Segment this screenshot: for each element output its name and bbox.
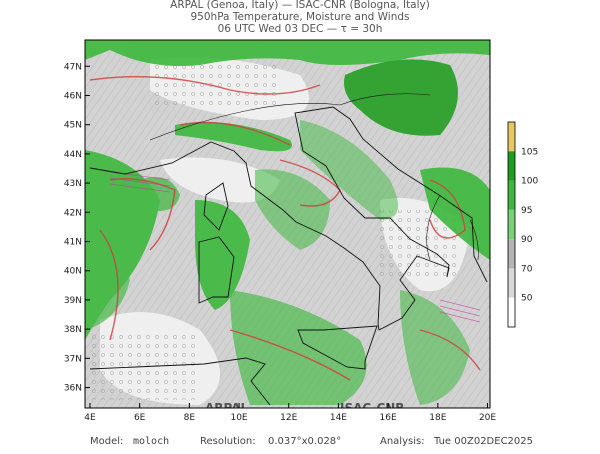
x-tick-label: 8E bbox=[184, 413, 196, 423]
y-tick-label: 46N bbox=[64, 91, 82, 101]
colorbar-swatch bbox=[508, 151, 515, 181]
y-tick-label: 38N bbox=[64, 325, 82, 335]
colorbar-label: 50 bbox=[521, 294, 533, 304]
resolution-label: Resolution: bbox=[200, 436, 256, 447]
watermark: ISAC-CNR bbox=[340, 401, 405, 415]
x-tick-label: 18E bbox=[429, 413, 446, 423]
colorbar-frame bbox=[507, 121, 516, 328]
y-tick-label: 40N bbox=[64, 267, 82, 277]
watermark: ARPAL bbox=[205, 401, 249, 415]
colorbar-label: 70 bbox=[521, 264, 533, 274]
model: moloch bbox=[133, 436, 169, 447]
analysis: Tue 00Z02DEC2025 bbox=[433, 436, 533, 447]
model-label: Model: bbox=[90, 436, 123, 447]
y-tick-label: 45N bbox=[64, 121, 82, 131]
x-tick-label: 14E bbox=[330, 413, 347, 423]
x-tick-label: 12E bbox=[280, 413, 297, 423]
x-tick-label: 6E bbox=[134, 413, 146, 423]
axes: 4E 6E 8E 10E 12E 14E 16E 18E 20E 36N 37N 38N 39N 40N 4… bbox=[64, 62, 497, 423]
y-tick-label: 44N bbox=[64, 150, 82, 160]
colorbar-swatch bbox=[508, 297, 515, 327]
colorbar: 105 100 95 90 70 50 bbox=[507, 121, 538, 328]
y-tick-label: 36N bbox=[64, 384, 82, 394]
header-line: 950hPa Temperature, Moisture and Winds bbox=[191, 11, 410, 23]
resolution: 0.037°x0.028° bbox=[268, 436, 341, 447]
colorbar-swatch bbox=[508, 122, 515, 152]
colorbar-swatch bbox=[508, 209, 515, 240]
y-tick-label: 42N bbox=[64, 208, 82, 218]
x-tick-label: 20E bbox=[479, 413, 496, 423]
map-frame bbox=[84, 39, 491, 409]
colorbar-swatch bbox=[508, 239, 515, 269]
colorbar-label: 90 bbox=[521, 235, 533, 245]
y-tick-label: 37N bbox=[64, 354, 82, 364]
colorbar-swatch bbox=[508, 268, 515, 298]
map-field: ARPAL ISAC-CNR bbox=[85, 40, 490, 415]
colorbar-label: 95 bbox=[521, 206, 532, 216]
header-line: ARPAL (Genoa, Italy) — ISAC-CNR (Bologna… bbox=[170, 0, 430, 11]
y-tick-label: 41N bbox=[64, 238, 82, 248]
y-tick-label: 39N bbox=[64, 296, 82, 306]
header-line: 06 UTC Wed 03 DEC — τ = 30h bbox=[218, 23, 383, 35]
colorbar-label: 100 bbox=[521, 177, 538, 187]
x-tick-label: 16E bbox=[380, 413, 397, 423]
colorbar-swatch bbox=[508, 180, 515, 210]
y-tick-label: 47N bbox=[64, 62, 82, 72]
x-tick-label: 10E bbox=[230, 413, 247, 423]
analysis-label: Analysis: bbox=[380, 436, 425, 447]
colorbar-label: 105 bbox=[521, 147, 538, 157]
y-tick-label: 43N bbox=[64, 179, 82, 189]
x-tick-label: 4E bbox=[84, 413, 96, 423]
